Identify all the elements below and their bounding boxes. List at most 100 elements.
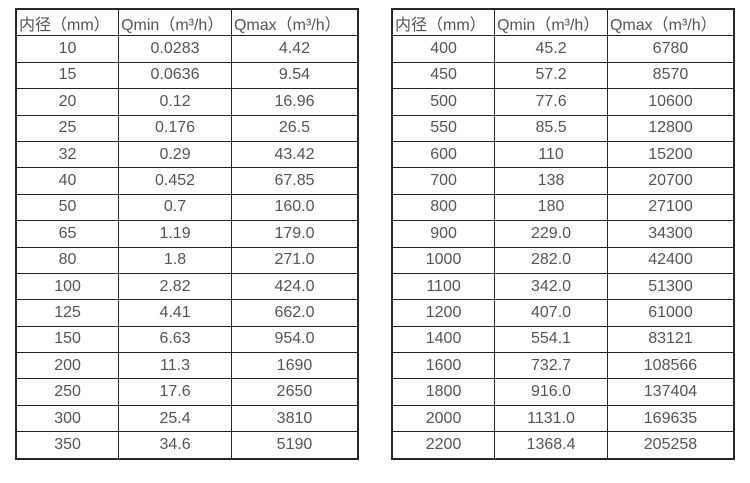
table-row: 65 1.19 179.0	[15, 220, 359, 248]
table-cell: 424.0	[230, 272, 359, 301]
table-cell: 0.29	[118, 140, 232, 169]
table-row: 400 45.2 6780	[391, 35, 735, 63]
table-cell: 1100	[391, 272, 496, 301]
table-cell: 2650	[230, 378, 359, 406]
table-cell: 4.42	[230, 35, 359, 63]
table-cell: 0.12	[118, 88, 232, 116]
header-row: 内径（mm） Qmin（m³/h） Qmax（m³/h）	[15, 8, 359, 37]
table-cell: 138	[494, 167, 608, 195]
table-cell: 1600	[391, 352, 496, 380]
table-row: 350 34.6 5190	[15, 431, 359, 460]
table-cell: 15200	[606, 140, 735, 169]
table-cell: 67.85	[230, 167, 359, 195]
table-cell: 9.54	[230, 61, 359, 90]
table-cell: 1200	[391, 299, 496, 327]
table-row: 125 4.41 662.0	[15, 299, 359, 327]
table-cell: 2000	[391, 404, 496, 433]
table-row: 50 0.7 160.0	[15, 193, 359, 222]
table-header: 内径（mm） Qmin（m³/h） Qmax（m³/h）	[15, 8, 359, 37]
table-header: 内径（mm） Qmin（m³/h） Qmax（m³/h）	[391, 8, 735, 37]
table-cell: 450	[391, 61, 496, 90]
table-row: 1400 554.1 83121	[391, 325, 735, 354]
table-row: 100 2.82 424.0	[15, 272, 359, 301]
table-cell: 1000	[391, 246, 496, 274]
table-cell: 180	[494, 193, 608, 222]
table-cell: 916.0	[494, 378, 608, 406]
table-cell: 4.41	[118, 299, 232, 327]
table-row: 250 17.6 2650	[15, 378, 359, 406]
table-cell: 17.6	[118, 378, 232, 406]
table-cell: 137404	[606, 378, 735, 406]
table-cell: 108566	[606, 352, 735, 380]
table-cell: 61000	[606, 299, 735, 327]
table-row: 500 77.6 10600	[391, 88, 735, 116]
table-cell: 1368.4	[494, 431, 608, 460]
table-cell: 45.2	[494, 35, 608, 63]
table-cell: 600	[391, 140, 496, 169]
table-cell: 3810	[230, 404, 359, 433]
table-cell: 500	[391, 88, 496, 116]
table-row: 40 0.452 67.85	[15, 167, 359, 195]
table-row: 15 0.0636 9.54	[15, 61, 359, 90]
table-cell: 50	[15, 193, 120, 222]
table-cell: 900	[391, 220, 496, 248]
table-cell: 26.5	[230, 114, 359, 142]
table-cell: 732.7	[494, 352, 608, 380]
table-cell: 57.2	[494, 61, 608, 90]
table-cell: 42400	[606, 246, 735, 274]
table-row: 1600 732.7 108566	[391, 352, 735, 380]
table-cell: 1.19	[118, 220, 232, 248]
table-cell: 27100	[606, 193, 735, 222]
table-row: 900 229.0 34300	[391, 220, 735, 248]
table-cell: 51300	[606, 272, 735, 301]
table-cell: 250	[15, 378, 120, 406]
table-cell: 40	[15, 167, 120, 195]
table-cell: 43.42	[230, 140, 359, 169]
table-cell: 1.8	[118, 246, 232, 274]
table-cell: 34.6	[118, 431, 232, 460]
table-cell: 80	[15, 246, 120, 274]
table-cell: 16.96	[230, 88, 359, 116]
header-cell-diameter: 内径（mm）	[391, 8, 496, 37]
table-row: 25 0.176 26.5	[15, 114, 359, 142]
table-cell: 0.0636	[118, 61, 232, 90]
header-cell-diameter: 内径（mm）	[15, 8, 120, 37]
table-row: 300 25.4 3810	[15, 404, 359, 433]
table-row: 800 180 27100	[391, 193, 735, 222]
table-cell: 20700	[606, 167, 735, 195]
table-cell: 85.5	[494, 114, 608, 142]
table-row: 2200 1368.4 205258	[391, 431, 735, 460]
table-cell: 11.3	[118, 352, 232, 380]
header-cell-qmax: Qmax（m³/h）	[230, 8, 359, 37]
table-cell: 205258	[606, 431, 735, 460]
table-cell: 5190	[230, 431, 359, 460]
table-row: 1000 282.0 42400	[391, 246, 735, 274]
table-cell: 200	[15, 352, 120, 380]
table-cell: 150	[15, 325, 120, 354]
table-cell: 800	[391, 193, 496, 222]
table-cell: 25	[15, 114, 120, 142]
table-cell: 8570	[606, 61, 735, 90]
table-cell: 10	[15, 35, 120, 63]
table-cell: 2200	[391, 431, 496, 460]
table-row: 700 138 20700	[391, 167, 735, 195]
table-cell: 1400	[391, 325, 496, 354]
table-cell: 179.0	[230, 220, 359, 248]
table-cell: 15	[15, 61, 120, 90]
table-row: 1100 342.0 51300	[391, 272, 735, 301]
table-cell: 350	[15, 431, 120, 460]
table-cell: 0.7	[118, 193, 232, 222]
table-cell: 229.0	[494, 220, 608, 248]
table-row: 550 85.5 12800	[391, 114, 735, 142]
table-row: 450 57.2 8570	[391, 61, 735, 90]
table-cell: 100	[15, 272, 120, 301]
table-cell: 954.0	[230, 325, 359, 354]
header-cell-qmin: Qmin（m³/h）	[494, 8, 608, 37]
table-row: 1800 916.0 137404	[391, 378, 735, 406]
table-cell: 65	[15, 220, 120, 248]
table-cell: 1690	[230, 352, 359, 380]
diameter-flow-table-left: 内径（mm） Qmin（m³/h） Qmax（m³/h） 10 0.0283 4.4…	[15, 8, 359, 460]
table-cell: 20	[15, 88, 120, 116]
table-row: 600 110 15200	[391, 140, 735, 169]
